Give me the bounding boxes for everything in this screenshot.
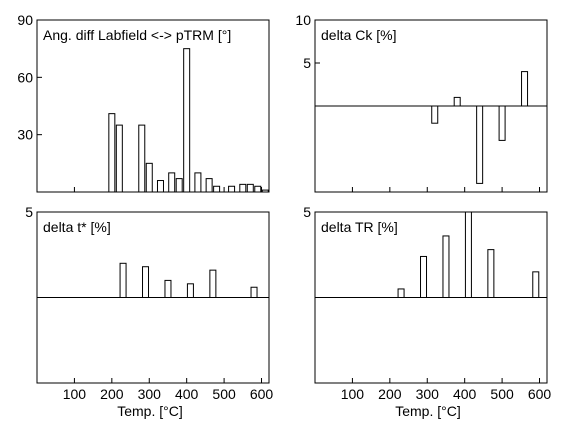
panel-title: Ang. diff Labfield <-> pTRM [°] — [43, 27, 231, 43]
bar — [138, 124, 146, 193]
y-tick-label: 5 — [25, 204, 33, 220]
y-tick-label: 30 — [17, 127, 33, 143]
bar — [228, 185, 236, 193]
bar — [476, 105, 484, 184]
x-tick-label: 200 — [100, 386, 124, 402]
bar — [453, 96, 461, 107]
bar — [108, 113, 116, 193]
bar — [213, 185, 221, 193]
chart-panel-2: 5 10 delta Ck [%] — [295, 12, 548, 193]
y-tick-label: 90 — [17, 12, 33, 28]
y-tick-label: 10 — [295, 12, 311, 28]
bar — [464, 211, 472, 298]
bar — [209, 269, 217, 299]
x-tick-label: 500 — [490, 386, 514, 402]
chart-panel-1: 30 60 90 Ang. diff Labfield <-> pTRM [°] — [17, 12, 270, 193]
bar — [442, 235, 450, 299]
plot-frame — [36, 19, 270, 193]
bar — [156, 180, 164, 193]
y-tick-label: 5 — [303, 55, 311, 71]
chart-panel-3: 5 100 200 300 400 500 600 delta t* [%] — [25, 204, 273, 402]
bar — [186, 283, 194, 299]
x-tick-label: 600 — [250, 386, 274, 402]
x-tick-label: 200 — [378, 386, 402, 402]
bar — [487, 249, 495, 298]
bar — [521, 71, 529, 107]
bar — [168, 172, 176, 193]
bar — [119, 262, 127, 298]
x-tick-label: 400 — [175, 386, 199, 402]
x-tick-label: 500 — [212, 386, 236, 402]
bar — [420, 255, 428, 298]
bar — [194, 172, 202, 193]
bar — [246, 183, 254, 193]
x-tick-label: 300 — [138, 386, 162, 402]
x-tick-label: 400 — [453, 386, 477, 402]
bar — [397, 288, 405, 299]
bar — [164, 279, 172, 298]
bar — [431, 105, 439, 124]
panel-title: delta Ck [%] — [321, 27, 396, 43]
panel-title: delta TR [%] — [321, 219, 398, 235]
bar — [254, 185, 262, 193]
bar — [142, 266, 150, 299]
panel-title: delta t* [%] — [43, 219, 111, 235]
x-tick-label: 300 — [416, 386, 440, 402]
y-tick-label: 60 — [17, 69, 33, 85]
bar — [532, 271, 540, 299]
x-axis-label-right: Temp. [°C] — [395, 403, 461, 419]
y-tick-label: 5 — [303, 204, 311, 220]
x-tick-label: 600 — [528, 386, 552, 402]
bar — [239, 183, 247, 193]
bar — [205, 178, 213, 193]
x-axis-label-left: Temp. [°C] — [117, 403, 183, 419]
bar — [175, 178, 183, 193]
chart-panel-4: 5 100 200 300 400 500 600 delta TR [%] — [303, 204, 551, 402]
bar — [145, 162, 153, 193]
x-tick-label: 100 — [63, 386, 87, 402]
bar — [498, 105, 506, 141]
bar — [183, 48, 191, 193]
x-tick-label: 100 — [341, 386, 365, 402]
bar — [261, 189, 269, 193]
bar — [115, 124, 123, 193]
bar — [250, 286, 258, 298]
